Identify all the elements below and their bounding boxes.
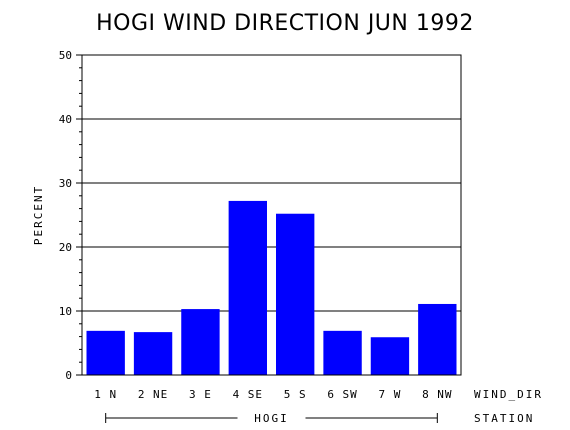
y-tick-label: 40 [59,113,72,126]
station-group-label: HOGI [254,412,289,425]
plot-frame [81,54,462,376]
bar [133,332,173,375]
x-axis-title: WIND_DIR [474,388,543,401]
x-tick-label: 7 W [379,388,402,401]
y-axis: 0 10 20 30 40 50 [59,49,82,382]
bars [86,200,457,375]
station-axis-title: STATION [474,412,534,425]
x-tick-label: 6 SW [327,388,358,401]
x-tick-label: 1 N [94,388,117,401]
y-tick-label: 30 [59,177,72,190]
y-tick-label: 50 [59,49,72,62]
x-tick-label: 4 SE [233,388,264,401]
x-axis-labels: 1 N 2 NE 3 E 4 SE 5 S 6 SW 7 W 8 NW [94,388,453,401]
chart-title: HOGI WIND DIRECTION JUN 1992 [96,11,474,36]
x-tick-label: 3 E [189,388,212,401]
bar [181,309,220,375]
gridlines [82,54,461,312]
y-tick-label: 20 [59,241,72,254]
station-group: HOGI [105,412,438,425]
bar [228,200,267,375]
bar [418,303,457,375]
bar [276,213,315,375]
bar [370,337,410,375]
y-axis-title: PERCENT [32,185,45,245]
x-tick-label: 5 S [284,388,307,401]
y-tick-label: 10 [59,305,72,318]
y-tick-label: 0 [65,369,72,382]
x-tick-label: 2 NE [138,388,169,401]
bar [86,330,125,375]
bar [323,330,362,375]
x-tick-label: 8 NW [422,388,453,401]
